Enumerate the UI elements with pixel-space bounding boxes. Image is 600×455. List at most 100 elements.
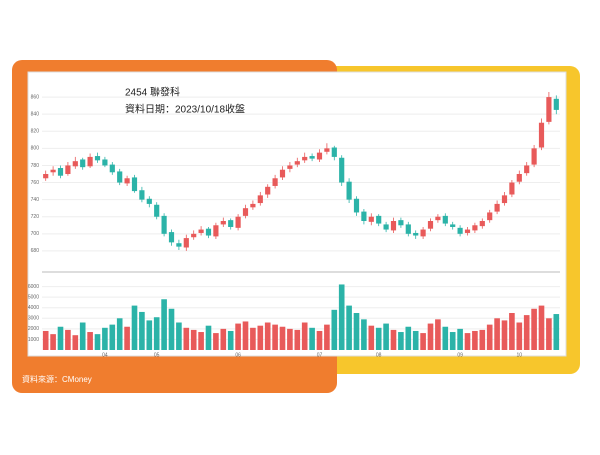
volume-bar <box>124 326 130 350</box>
x-tick-label: 04 <box>102 352 108 358</box>
candle-body <box>242 208 249 216</box>
candle-body <box>57 168 64 176</box>
volume-bar <box>420 333 426 350</box>
candle-body <box>450 224 456 227</box>
volume-bar <box>102 327 108 350</box>
candle-body <box>353 198 360 213</box>
volume-bar <box>235 323 241 350</box>
candle-body <box>109 164 115 173</box>
volume-bar <box>50 334 56 350</box>
candle-body <box>390 221 397 231</box>
volume-bar <box>398 332 404 350</box>
volume-bar <box>309 327 315 350</box>
candle-body <box>427 221 434 229</box>
volume-bar <box>257 325 264 350</box>
candle-body <box>553 98 559 110</box>
candle-body <box>80 159 86 168</box>
y-tick-label: 760 <box>31 180 40 186</box>
candle-body <box>265 186 271 195</box>
candle-body <box>479 221 485 227</box>
y-tick-label: 800 <box>31 146 40 152</box>
volume-bar <box>435 319 441 350</box>
volume-bar <box>479 329 486 350</box>
source: 資料來源：CMoney <box>22 374 92 384</box>
volume-bar <box>116 318 123 350</box>
volume-tick-label: 3000 <box>28 316 39 322</box>
volume-tick-label: 2000 <box>28 326 39 332</box>
candle-body <box>302 156 308 161</box>
volume-bar <box>331 309 338 350</box>
volume-bar <box>486 324 493 350</box>
candle-body <box>250 203 256 208</box>
candle-body <box>257 195 263 204</box>
volume-bar <box>183 327 190 350</box>
candle-body <box>272 178 278 186</box>
candle-body <box>309 156 315 159</box>
volume-bar <box>161 299 167 350</box>
candle-body <box>65 165 71 174</box>
volume-bar <box>79 322 86 350</box>
candle-body <box>87 156 93 167</box>
chart-panel <box>27 71 567 357</box>
volume-bar <box>516 322 523 350</box>
candle-body <box>538 122 545 148</box>
candle-body <box>398 220 404 226</box>
candle-body <box>435 216 441 221</box>
volume-bar <box>72 335 79 350</box>
volume-bar <box>220 328 227 350</box>
y-tick-label: 860 <box>31 94 40 100</box>
volume-tick-label: 6000 <box>28 284 39 290</box>
candle-body <box>487 212 493 221</box>
volume-bar <box>553 314 560 350</box>
volume-tick-label: 4000 <box>28 305 39 311</box>
volume-bar <box>176 322 182 350</box>
volume-bar <box>146 320 153 350</box>
x-tick-label: 06 <box>235 352 241 358</box>
volume-bar <box>324 324 330 350</box>
volume-bar <box>213 333 219 350</box>
volume-bar <box>523 315 530 350</box>
volume-bar <box>501 320 508 350</box>
candle-body <box>220 221 226 225</box>
candle-body <box>168 232 175 243</box>
volume-bar <box>457 328 463 350</box>
candle-body <box>546 97 552 122</box>
candle-body <box>213 225 219 237</box>
x-tick-label: 09 <box>457 352 463 358</box>
volume-bar <box>57 326 64 350</box>
candle-body <box>154 204 160 217</box>
candle-body <box>531 148 537 165</box>
volume-bar <box>87 332 93 350</box>
volume-bar <box>139 311 145 350</box>
candle-body <box>472 225 478 231</box>
volume-bar <box>338 284 345 350</box>
candle-body <box>420 229 426 237</box>
volume-bar <box>264 322 271 350</box>
volume-bar <box>227 330 234 350</box>
candle-body <box>509 182 515 195</box>
candle-body <box>457 227 463 234</box>
y-tick-label: 820 <box>31 129 40 135</box>
candle-body <box>324 148 330 152</box>
chart-title: 2454 聯發科 <box>125 86 180 99</box>
volume-bar <box>153 317 160 350</box>
candle-body <box>146 198 152 204</box>
volume-bar <box>272 324 278 350</box>
x-tick-label: 10 <box>517 352 523 358</box>
candle-body <box>191 233 197 238</box>
candle-body <box>361 211 367 221</box>
candle-body <box>102 159 108 166</box>
volume-bar <box>205 325 212 350</box>
volume-bar <box>250 327 256 350</box>
x-tick-label: 07 <box>317 352 323 358</box>
volume-bar <box>442 326 449 350</box>
volume-bar <box>546 318 552 350</box>
candle-body <box>176 243 182 247</box>
candle-body <box>235 216 241 228</box>
volume-bar <box>427 323 434 350</box>
volume-bar <box>368 325 375 350</box>
candle-body <box>131 177 138 192</box>
candle-body <box>501 195 508 204</box>
candle-body <box>205 228 212 236</box>
